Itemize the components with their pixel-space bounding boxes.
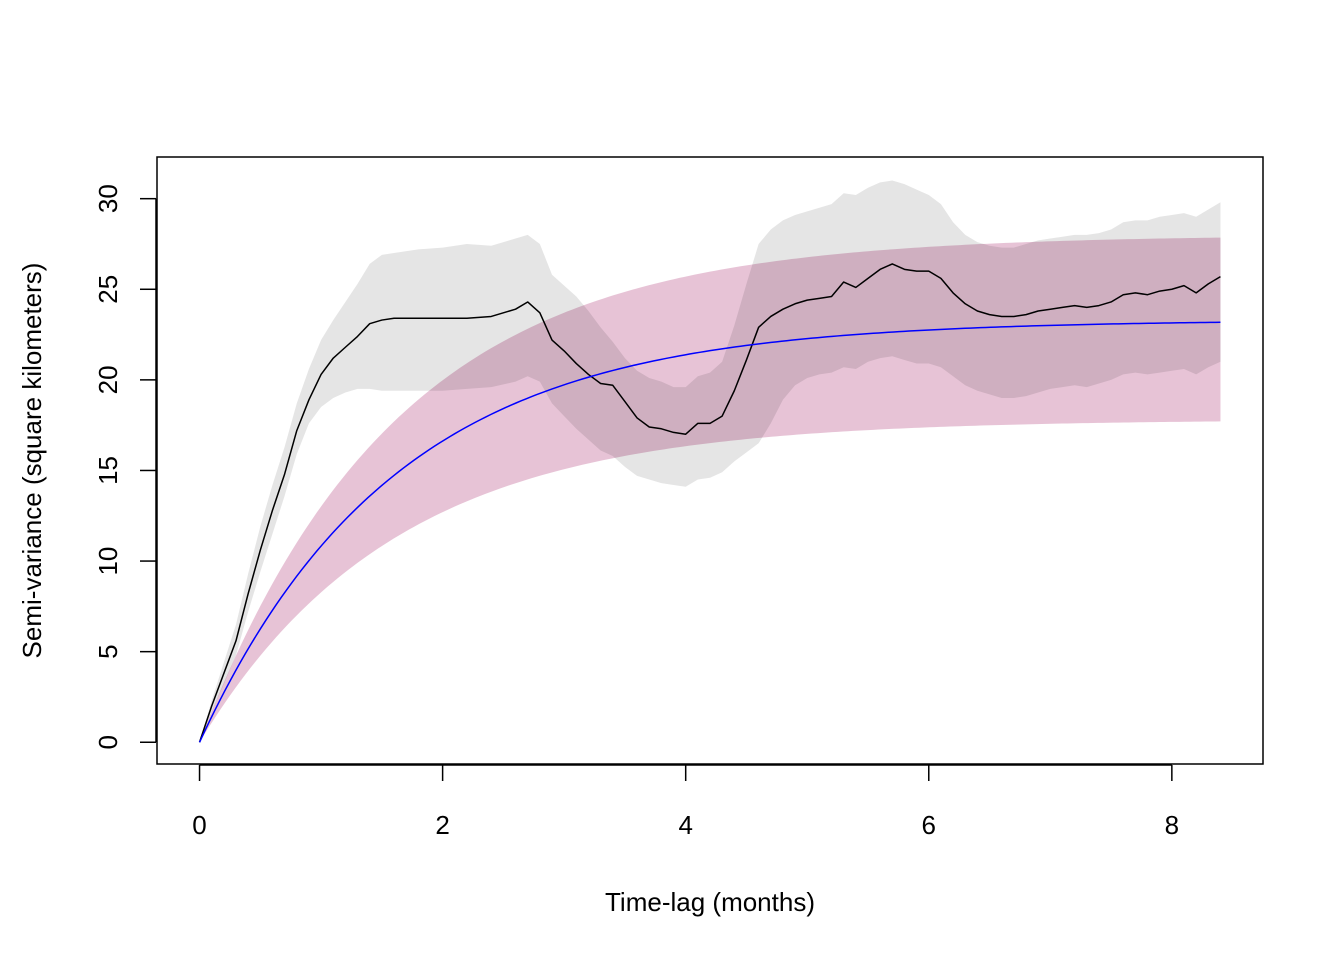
y-tick-label: 30 [93, 184, 123, 213]
y-axis-label: Semi-variance (square kilometers) [17, 263, 47, 659]
x-tick-label: 6 [922, 810, 936, 840]
y-tick-label: 25 [93, 275, 123, 304]
x-tick-label: 8 [1165, 810, 1179, 840]
y-tick-label: 15 [93, 456, 123, 485]
x-tick-label: 4 [678, 810, 692, 840]
confidence-bands [199, 180, 1221, 743]
y-tick-label: 5 [93, 644, 123, 658]
x-tick-label: 2 [435, 810, 449, 840]
x-tick-label: 0 [192, 810, 206, 840]
plot-frame [156, 156, 1264, 765]
model-confidence-band [199, 237, 1221, 743]
y-tick-label: 10 [93, 547, 123, 576]
model-variogram-line [198, 321, 1221, 743]
series-lines [198, 263, 1221, 743]
empirical-variogram-line [198, 263, 1221, 743]
y-tick-label: 20 [93, 365, 123, 394]
x-axis: 0 2 4 6 8 [192, 764, 1179, 840]
x-axis-label: Time-lag (months) [605, 887, 815, 917]
y-tick-label: 0 [93, 735, 123, 749]
y-axis: 0 5 10 15 20 25 30 [93, 184, 157, 749]
